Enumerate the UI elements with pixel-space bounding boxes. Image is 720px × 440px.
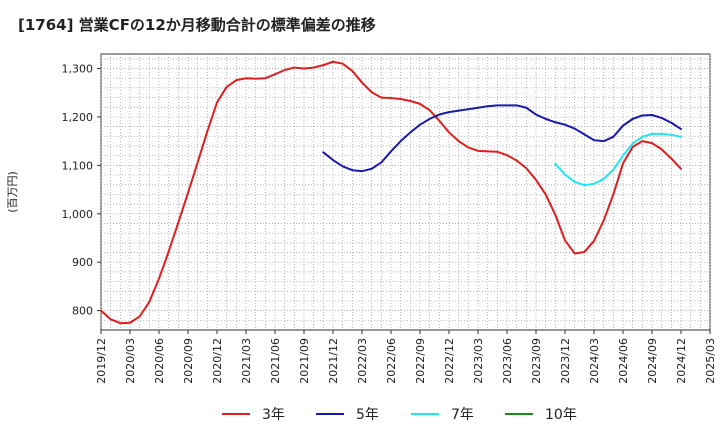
- y-tick-label: 1,100: [62, 159, 94, 172]
- y-axis-label: (百万円): [6, 171, 19, 213]
- legend-label-0: 3年: [262, 407, 285, 423]
- plot-area: [100, 53, 711, 331]
- x-tick-label: 2022/06: [385, 338, 398, 384]
- x-tick-label: 2022/09: [414, 338, 427, 384]
- x-tick-label: 2021/12: [327, 338, 340, 384]
- x-tick-label: 2023/09: [530, 338, 543, 384]
- series-line-0: [100, 60, 682, 325]
- series-line-2: [554, 132, 682, 187]
- x-tick-label: 2025/03: [704, 338, 717, 384]
- x-tick-label: 2023/12: [559, 338, 572, 384]
- y-tick-label: 800: [72, 305, 93, 318]
- x-tick-label: 2022/12: [443, 338, 456, 384]
- y-tick-label: 1,200: [62, 111, 94, 124]
- x-tick-label: 2024/12: [675, 338, 688, 384]
- x-tick-label: 2024/03: [588, 338, 601, 384]
- y-tick-label: 1,300: [62, 63, 94, 76]
- legend-label-1: 5年: [356, 407, 379, 423]
- x-tick-label: 2023/03: [472, 338, 485, 384]
- chart-title: [1764] 営業CFの12か月移動合計の標準偏差の推移: [18, 16, 376, 34]
- x-tick-label: 2020/06: [153, 338, 166, 384]
- x-tick-label: 2020/12: [211, 338, 224, 384]
- legend-label-3: 10年: [545, 407, 577, 423]
- x-tick-label: 2022/03: [356, 338, 369, 384]
- x-tick-label: 2021/03: [240, 338, 253, 384]
- y-tick-label: 900: [72, 256, 93, 269]
- series-line-1: [322, 104, 682, 173]
- x-tick-label: 2021/06: [269, 338, 282, 384]
- x-tick-label: 2024/09: [646, 338, 659, 384]
- y-tick-label: 1,000: [62, 208, 94, 221]
- x-tick-label: 2020/03: [124, 338, 137, 384]
- x-tick-label: 2020/09: [182, 338, 195, 384]
- x-tick-label: 2019/12: [95, 338, 108, 384]
- x-tick-label: 2024/06: [617, 338, 630, 384]
- legend-label-2: 7年: [451, 407, 474, 423]
- x-tick-label: 2023/06: [501, 338, 514, 384]
- x-tick-label: 2021/09: [298, 338, 311, 384]
